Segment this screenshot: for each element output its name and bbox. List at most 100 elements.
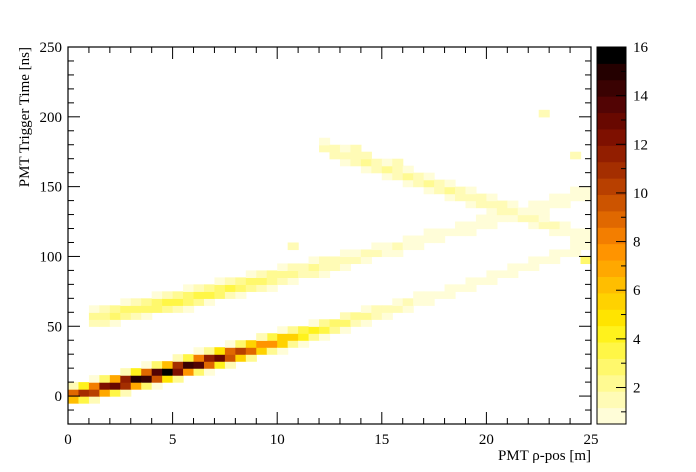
heatmap-cell [151,382,163,390]
heatmap-cell [203,347,216,355]
heatmap-cell [455,221,467,230]
heatmap-cell [130,305,142,313]
heatmap-cell [277,277,289,285]
heatmap-cell [298,326,310,334]
heatmap-cell [329,319,341,327]
heatmap-cell [214,291,226,299]
heatmap-cell [183,354,195,362]
heatmap-cell [203,291,216,299]
heatmap-cell [507,214,519,223]
heatmap-cell [99,382,111,390]
colorbar-segment [597,227,626,245]
heatmap-cell [183,284,195,292]
heatmap-cell [120,312,132,320]
y-tick-label: 200 [40,110,63,126]
heatmap-cell [193,284,205,292]
heatmap-cell [99,312,111,320]
heatmap-cell [413,172,425,181]
colorbar-segment [597,194,626,212]
heatmap-cell [162,291,174,299]
heatmap-cell [130,368,142,376]
heatmap-cell [88,382,100,390]
heatmap-cell [329,144,341,153]
heatmap-cell [266,270,278,278]
heatmap-cell [465,284,477,292]
colorbar-segment [597,325,626,343]
heatmap-cell [120,298,132,306]
heatmap-cell [99,389,111,397]
heatmap-cell [496,207,508,216]
heatmap-cell [308,270,320,278]
colorbar-segment [597,292,626,310]
heatmap-cell [319,263,331,272]
heatmap-cell [287,242,299,251]
heatmap-cell [538,221,550,230]
heatmap-cell [570,249,582,258]
heatmap-cell [360,319,372,327]
heatmap-cell [68,382,80,390]
heatmap-cell [580,256,592,265]
heatmap-cell [224,347,236,355]
heatmap-cell [528,207,540,216]
heatmap-cell [245,284,257,292]
heatmap-cell [507,207,519,216]
heatmap-cell [455,186,467,195]
colorbar-frame [596,46,627,425]
heatmap-cell [172,375,184,383]
heatmap-cell [381,249,393,258]
x-tick-label: 10 [270,432,285,448]
heatmap-cell [486,207,498,216]
heatmap-cell [120,389,132,397]
colorbar-segment [597,276,626,294]
colorbar-tick-label: 2 [633,381,641,397]
heatmap-cell [392,158,404,167]
heatmap-cell [214,361,226,369]
heatmap-cell [287,270,299,278]
heatmap-cell [109,382,121,390]
heatmap-cell [203,284,216,292]
heatmap-cell [214,354,226,362]
heatmap-cell [360,151,372,160]
heatmap-cell [465,193,477,202]
heatmap-cell [339,263,352,272]
heatmap-cell [99,319,111,327]
heatmap-cell [444,179,456,188]
heatmap-cell [130,382,142,390]
colorbar: 2 4 6 8 10 12 14 16 [596,40,649,425]
heatmap-cell [277,340,289,348]
heatmap-cell [465,277,477,285]
heatmap-cell [329,256,341,265]
heatmap-cell [392,172,404,181]
heatmap-cell [549,200,561,209]
heatmap-cell [475,214,487,223]
heatmap-cell [308,326,320,334]
heatmap-cell [266,333,278,341]
heatmap-cell [580,193,592,202]
y-tick-label: 50 [47,319,62,335]
heatmap-cell [235,277,247,285]
heatmap-cell [339,158,352,167]
heatmap-cell [413,242,425,251]
heatmap-cell [413,235,425,244]
heatmap-cell [162,368,174,376]
heatmap-cell [381,312,393,320]
heatmap-cell [475,200,487,209]
colorbar-tick-label: 16 [633,40,649,56]
heatmap-cell [392,242,404,251]
heatmap-cell [141,368,153,376]
heatmap-cell [319,137,331,146]
heatmap-cell [151,291,163,299]
heatmap-cell [141,298,153,306]
heatmap-cell [538,200,550,209]
heatmap-cell [549,249,561,258]
heatmap-cell [287,340,299,348]
heatmap-cell [141,305,153,313]
heatmap-cell [308,256,320,265]
heatmap-cell [162,375,174,383]
heatmap-cell [183,361,195,369]
colorbar-segment [597,243,626,261]
heatmap-cell [570,228,582,237]
colorbar-segment [597,128,626,146]
heatmap-cell [151,368,163,376]
